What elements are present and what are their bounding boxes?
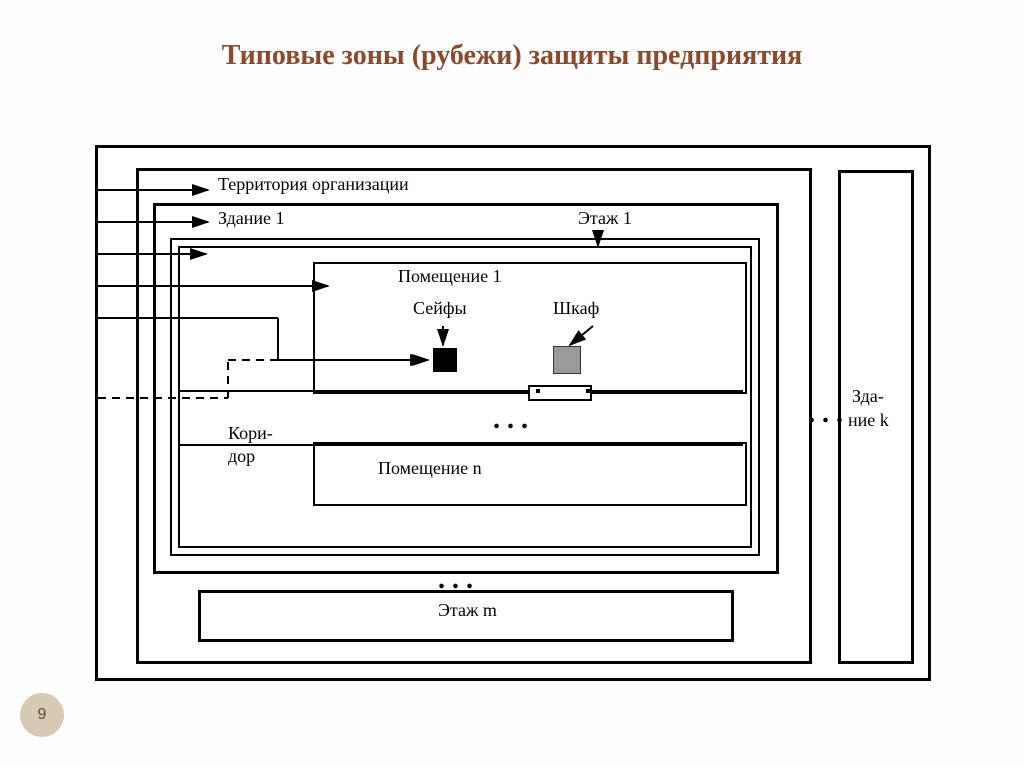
arrows-overlay <box>98 148 928 678</box>
page-number-badge: 9 <box>20 693 64 737</box>
diagram-frame: Территория организации Здание 1 Этаж 1 П… <box>95 145 931 681</box>
slide-title: Типовые зоны (рубежи) защиты предприятия <box>0 40 1024 72</box>
